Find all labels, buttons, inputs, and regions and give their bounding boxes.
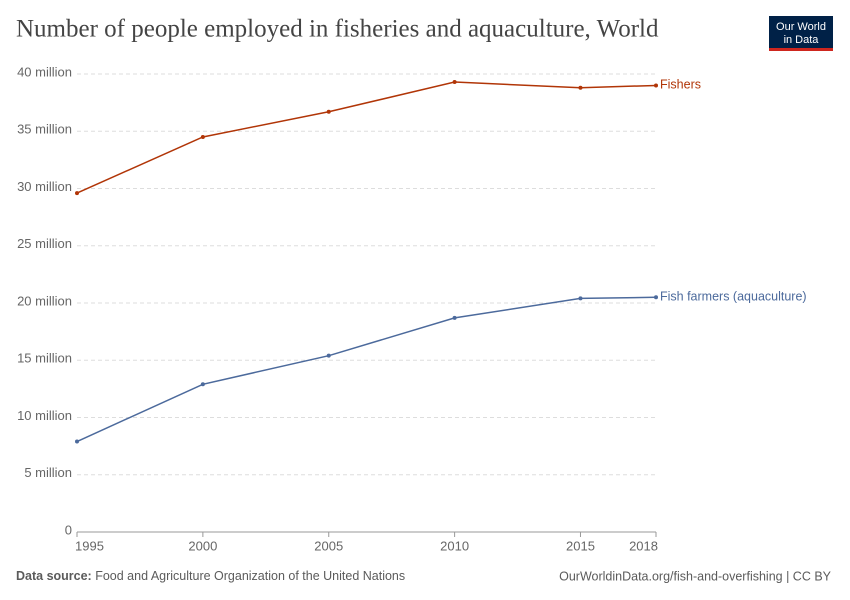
y-tick-label: 0 xyxy=(65,522,72,537)
y-tick-label: 20 million xyxy=(17,293,72,308)
logo-text: Our World xyxy=(776,21,826,33)
logo-text: in Data xyxy=(784,34,820,46)
data-point xyxy=(200,382,205,387)
data-point xyxy=(452,80,457,85)
data-point xyxy=(654,83,658,88)
x-tick-label: 2018 xyxy=(629,538,658,553)
x-tick-label: 2015 xyxy=(566,538,595,553)
series-line xyxy=(76,81,657,194)
y-tick-label: 5 million xyxy=(24,465,72,480)
footer-source: Data source: Food and Agriculture Organi… xyxy=(16,569,405,583)
data-point xyxy=(326,353,331,358)
data-point xyxy=(75,191,79,196)
series-line xyxy=(76,296,657,443)
footer-url: OurWorldinData.org/fish-and-overfishing … xyxy=(559,569,832,583)
data-point xyxy=(578,85,583,90)
x-tick-label: 2005 xyxy=(314,538,343,553)
series-label: Fish farmers (aquaculture) xyxy=(660,290,807,304)
logo-bar xyxy=(769,48,833,51)
y-tick-label: 40 million xyxy=(17,64,72,79)
logo-box xyxy=(769,16,833,50)
x-tick-label: 2010 xyxy=(440,538,469,553)
chart-title: Number of people employed in fisheries a… xyxy=(16,16,659,43)
y-tick-label: 25 million xyxy=(17,236,72,251)
y-tick-label: 30 million xyxy=(17,179,72,194)
y-tick-label: 10 million xyxy=(17,408,72,423)
x-tick-label: 1995 xyxy=(75,538,104,553)
data-point xyxy=(326,109,331,114)
y-tick-label: 35 million xyxy=(17,122,72,137)
source-text: Food and Agriculture Organization of the… xyxy=(95,569,405,583)
data-point xyxy=(75,439,79,444)
data-point xyxy=(452,315,457,320)
data-point xyxy=(200,134,205,139)
x-tick-label: 2000 xyxy=(188,538,217,553)
series-label: Fishers xyxy=(660,78,701,92)
data-point xyxy=(578,296,583,301)
y-tick-label: 15 million xyxy=(17,351,72,366)
data-point xyxy=(654,295,658,300)
source-label: Data source: xyxy=(16,569,92,583)
